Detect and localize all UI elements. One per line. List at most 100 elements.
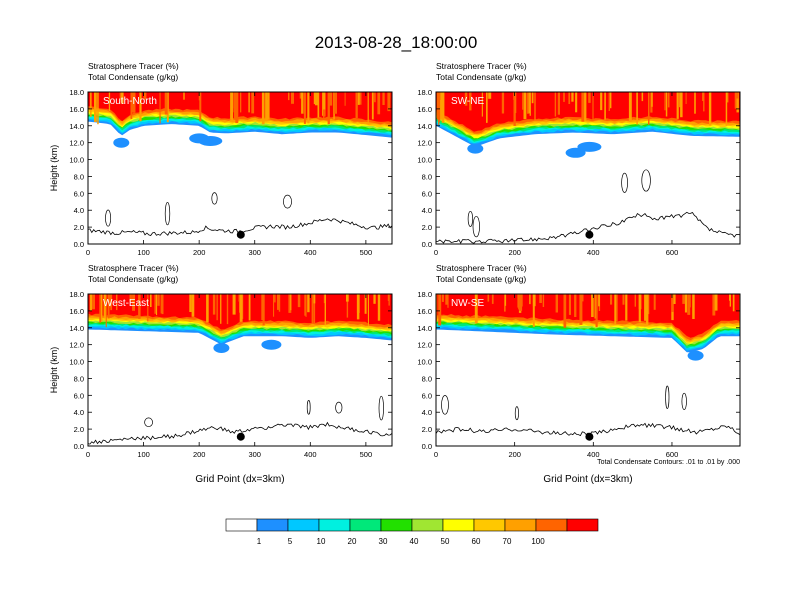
y-tick-label: 4.0 [74,206,84,215]
panel-nw-se: Stratosphere Tracer (%)Total Condensate … [417,263,741,485]
tracer-streak [531,92,534,104]
tracer-streak [138,294,141,319]
tracer-streak [708,92,712,126]
colorbar-swatch [380,518,413,532]
tracer-streak [344,92,346,106]
tracer-streak [608,92,610,111]
tracer-streak [108,92,111,111]
tracer-streak [679,92,681,108]
colorbar-swatch [318,518,351,532]
x-tick-label: 200 [193,248,206,257]
tracer-streak [694,92,696,114]
y-tick-label: 2.0 [74,223,84,232]
y-tick-label: 4.0 [422,206,432,215]
tracer-streak [157,294,160,306]
condensate-contour [105,209,112,227]
panel-header-line-2: Total Condensate (g/kg) [436,72,526,82]
tracer-streak [680,92,683,118]
tracer-streak [116,294,118,311]
tracer-streak [504,294,507,306]
x-tick-label: 400 [587,450,600,459]
panel-label: West-East [103,298,149,309]
x-tick-label: 200 [508,450,521,459]
tracer-streak [288,92,290,101]
x-tick-label: 400 [587,248,600,257]
y-tick-label: 12.0 [69,139,84,148]
tracer-streak [574,294,577,317]
tracer-layer [436,294,740,361]
tracer-intrusion [565,147,586,158]
tracer-streak [682,294,686,304]
x-tick-label: 500 [360,248,373,257]
tracer-streak [164,92,168,115]
tracer-streak [622,294,625,305]
tracer-streak [595,294,598,327]
y-tick-label: 12.0 [69,341,84,350]
y-tick-label: 10.0 [69,156,84,165]
tracer-streak [732,294,735,312]
tracer-layer [88,92,392,148]
y-tick-label: 12.0 [417,139,432,148]
panel-header-line-2: Total Condensate (g/kg) [88,72,178,82]
tracer-streak [725,92,728,126]
tracer-streak [377,294,381,321]
tracer-streak [736,92,739,113]
tracer-streak [634,294,636,307]
condensate-contour [335,401,343,414]
x-tick-label: 100 [137,450,150,459]
terrain-line [87,218,393,236]
tracer-streak [89,294,92,311]
tracer-streak [557,92,560,115]
plot-frame [435,91,741,245]
tracer-streak [315,92,318,106]
tracer-intrusion [687,350,704,361]
colorbar-swatch [287,518,320,532]
y-tick-label: 8.0 [422,172,432,181]
tracer-streak [641,92,644,102]
tracer-streak [226,294,229,325]
tracer-streak [183,92,185,100]
tracer-streak [313,294,316,324]
tracer-streak [592,92,594,122]
x-tick-label: 200 [193,450,206,459]
tracer-streak [522,92,524,110]
y-tick-label: 0.0 [74,442,84,451]
tracer-streak [334,92,337,114]
tracer-intrusion [261,339,282,350]
x-tick-label: 100 [137,248,150,257]
tracer-streak [664,92,666,111]
panel-header-line-1: Stratosphere Tracer (%) [436,61,527,71]
x-tick-label: 500 [360,450,373,459]
y-tick-label: 4.0 [74,408,84,417]
tracer-streak [727,92,729,103]
tracer-streak [377,92,381,115]
y-tick-label: 6.0 [74,391,84,400]
condensate-contour [681,392,687,410]
tracer-streak [240,92,242,113]
tracer-streak [367,92,369,125]
tracer-streak [436,294,438,322]
tracer-streak [150,294,152,307]
tracer-streak [90,92,92,117]
tracer-streak [438,92,441,122]
tracer-streak [491,294,494,304]
tracer-streak [441,294,444,302]
tracer-streak [273,294,275,317]
tracer-streak [265,92,268,121]
tracer-streak [575,92,578,113]
x-tick-label: 0 [434,450,438,459]
colorbar-swatch [504,518,537,532]
colorbar-label: 1 [257,537,262,546]
tracer-streak [568,92,571,104]
tracer-streak [110,294,113,311]
y-tick-label: 12.0 [417,341,432,350]
tracer-streak [288,294,292,313]
colorbar-swatch [442,518,475,532]
tracer-streak [579,294,583,325]
tracer-streak [220,294,222,324]
tracer-intrusion [113,137,130,148]
condensate-contour [514,406,519,421]
tracer-streak [92,294,95,310]
tracer-layer [88,294,392,353]
tracer-streak [521,294,523,307]
